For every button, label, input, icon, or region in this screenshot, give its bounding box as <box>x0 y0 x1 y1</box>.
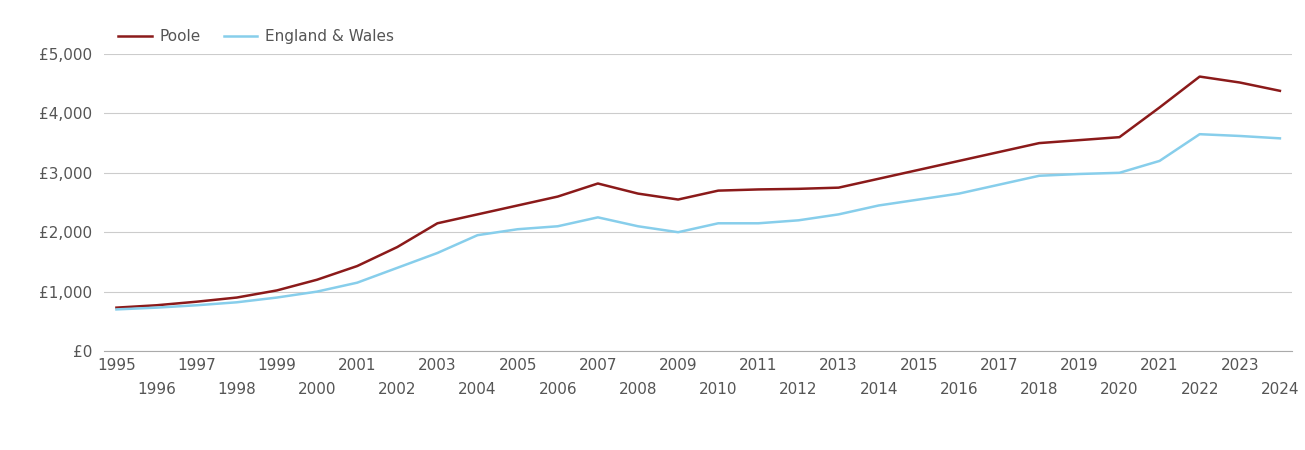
Poole <box>1112 135 1128 140</box>
Poole <box>750 187 766 192</box>
Poole <box>951 158 967 164</box>
England & Wales <box>590 215 606 220</box>
England & Wales <box>549 224 565 229</box>
Text: 2002: 2002 <box>378 382 416 396</box>
Poole <box>630 191 646 196</box>
Poole <box>1152 105 1168 110</box>
England & Wales <box>1031 173 1047 179</box>
Poole <box>1031 140 1047 146</box>
Text: 2022: 2022 <box>1181 382 1219 396</box>
England & Wales <box>831 212 847 217</box>
England & Wales <box>870 203 886 208</box>
Legend: Poole, England & Wales: Poole, England & Wales <box>112 23 399 50</box>
Poole <box>791 186 806 192</box>
England & Wales <box>992 182 1007 187</box>
England & Wales <box>470 233 485 238</box>
England & Wales <box>1071 171 1087 177</box>
Poole <box>911 167 927 172</box>
Poole <box>309 277 325 283</box>
England & Wales <box>630 224 646 229</box>
Poole <box>189 299 205 304</box>
Text: 2006: 2006 <box>539 382 577 396</box>
Poole <box>992 149 1007 155</box>
England & Wales <box>1191 131 1207 137</box>
Text: 1998: 1998 <box>218 382 256 396</box>
Poole <box>269 288 284 293</box>
Text: 2004: 2004 <box>458 382 497 396</box>
Poole <box>429 220 445 226</box>
England & Wales <box>429 250 445 256</box>
England & Wales <box>189 302 205 308</box>
Poole <box>1272 88 1288 94</box>
Poole <box>149 302 164 308</box>
England & Wales <box>750 220 766 226</box>
England & Wales <box>108 307 124 312</box>
Poole <box>831 185 847 190</box>
Poole <box>1232 80 1248 85</box>
England & Wales <box>389 265 405 270</box>
England & Wales <box>309 289 325 294</box>
England & Wales <box>911 197 927 202</box>
Text: 2012: 2012 <box>779 382 818 396</box>
England & Wales <box>791 218 806 223</box>
Line: England & Wales: England & Wales <box>116 134 1280 310</box>
England & Wales <box>1112 170 1128 176</box>
Text: 2008: 2008 <box>619 382 658 396</box>
Poole <box>470 212 485 217</box>
Poole <box>590 181 606 186</box>
Poole <box>350 263 365 269</box>
Poole <box>870 176 886 181</box>
England & Wales <box>269 295 284 300</box>
England & Wales <box>228 300 244 305</box>
England & Wales <box>1232 133 1248 139</box>
Text: 2020: 2020 <box>1100 382 1139 396</box>
England & Wales <box>350 280 365 285</box>
England & Wales <box>671 230 686 235</box>
Text: 2016: 2016 <box>940 382 979 396</box>
Text: 2014: 2014 <box>860 382 898 396</box>
England & Wales <box>1152 158 1168 164</box>
Text: 2000: 2000 <box>298 382 337 396</box>
Poole <box>108 305 124 310</box>
Text: 2018: 2018 <box>1021 382 1058 396</box>
Text: 1996: 1996 <box>137 382 176 396</box>
England & Wales <box>1272 135 1288 141</box>
Poole <box>671 197 686 202</box>
Poole <box>710 188 726 194</box>
Poole <box>228 295 244 300</box>
England & Wales <box>149 305 164 310</box>
Poole <box>1191 74 1207 79</box>
Poole <box>1071 137 1087 143</box>
England & Wales <box>510 226 526 232</box>
Text: 2010: 2010 <box>699 382 737 396</box>
England & Wales <box>951 191 967 196</box>
Poole <box>510 203 526 208</box>
Text: 2024: 2024 <box>1261 382 1300 396</box>
Poole <box>389 244 405 250</box>
Poole <box>549 194 565 199</box>
Line: Poole: Poole <box>116 76 1280 308</box>
England & Wales <box>710 220 726 226</box>
